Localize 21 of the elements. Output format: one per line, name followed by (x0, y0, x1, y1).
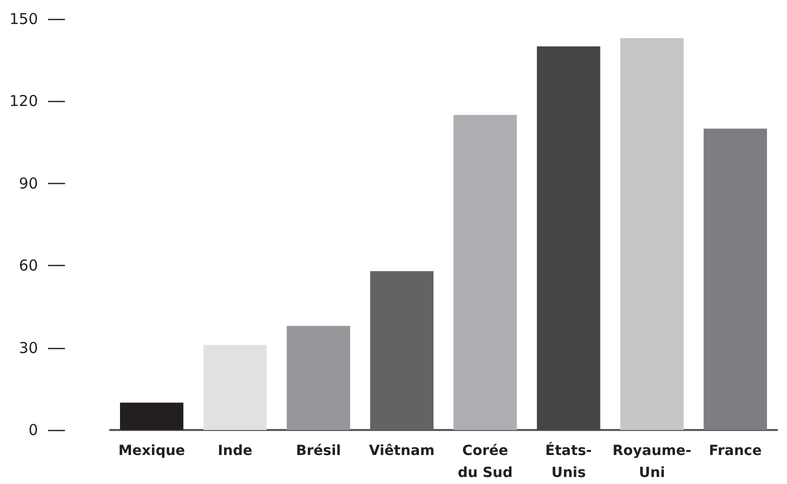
x-tick-label: Corée du Sud (458, 443, 513, 481)
y-tick-label: 0 (28, 421, 38, 439)
x-tick-label: États-Unis (545, 442, 592, 481)
bar (203, 345, 267, 430)
x-tick-label: Royaume-Uni (612, 443, 692, 481)
bar (286, 326, 350, 430)
y-tick-label: 150 (9, 10, 38, 28)
y-tick-label: 90 (18, 174, 38, 192)
x-tick-label: Viêtnam (369, 443, 435, 459)
y-tick-label: 120 (9, 92, 38, 110)
bar (454, 114, 517, 430)
y-tick-label: 60 (18, 256, 38, 275)
y-tick-label: 30 (18, 338, 38, 357)
x-tick-label: Inde (218, 443, 252, 459)
x-tick-label: France (708, 443, 762, 459)
x-tick-label: Brésil (296, 443, 341, 459)
x-tick-label: Mexique (118, 443, 186, 459)
bar (120, 402, 184, 430)
bar (620, 38, 684, 430)
bar (704, 128, 767, 430)
bar (536, 46, 600, 430)
